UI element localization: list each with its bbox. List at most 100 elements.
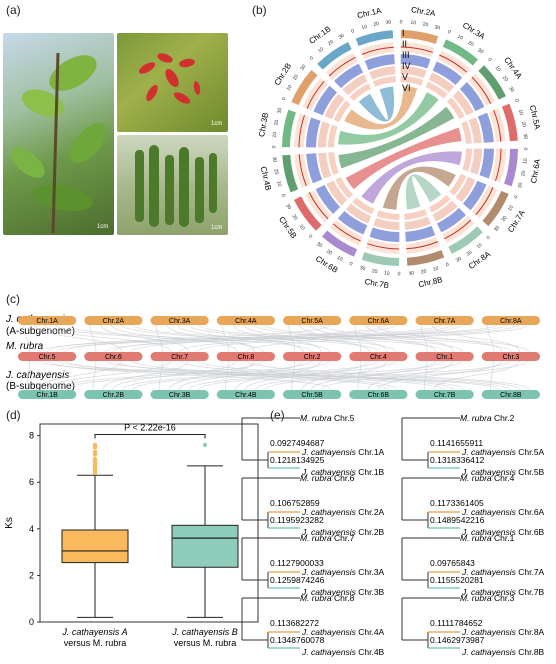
tree-tip-b: J. cathayensis Chr.4B: [301, 647, 385, 657]
x-category-label: J. cathayensis B: [171, 627, 238, 637]
chromosome-bar-bottom: [283, 390, 342, 399]
chromosome-bar-bottom: [481, 390, 540, 399]
tree-tip-b: J. cathayensis Chr.8B: [461, 647, 545, 657]
chromosome-bar-label: Chr.8B: [500, 392, 522, 399]
tree-reference-label: M. rubra Chr.3: [460, 593, 515, 603]
tick-label: 30: [338, 33, 346, 41]
synteny-link: [158, 359, 163, 391]
synteny-link: [301, 359, 388, 391]
chromosome-label: Chr.4B: [259, 166, 273, 192]
tick-label: 10: [475, 242, 483, 250]
chromosome-bar-label: Chr.4: [370, 354, 387, 361]
chromosome-bar-top: [283, 316, 342, 325]
synteny-ribbon: [405, 174, 442, 210]
tick-label: 0: [399, 19, 403, 25]
gc-line: [367, 243, 400, 250]
chromosome-bar-mid: [18, 352, 77, 361]
synteny-link: [130, 323, 454, 353]
synteny-link: [46, 359, 172, 391]
tick-label: 0: [513, 99, 520, 103]
chromosome-bar-top: [18, 316, 77, 325]
tree-distance-a: 0.1111784652: [430, 618, 483, 628]
chromosome-band: [442, 39, 479, 66]
gc-line: [308, 192, 329, 220]
chromosome-band: [317, 42, 352, 70]
synteny-link: [298, 323, 388, 353]
plot-frame: [39, 423, 259, 623]
chromosome-bar-mid: [216, 352, 275, 361]
tick-label: 0: [281, 96, 288, 102]
tick-label: 30: [455, 256, 463, 264]
chromosome-bar-bottom: [84, 390, 143, 399]
gc-track: [302, 77, 329, 111]
tick-label: 20: [501, 215, 509, 223]
synteny-ribbon: [338, 106, 455, 169]
gc-line: [298, 154, 307, 187]
tick-label: 20: [467, 40, 475, 48]
tick-label: 10: [336, 255, 344, 263]
chromosome-bar-top: [216, 316, 275, 325]
tick-label: 10: [410, 20, 417, 27]
tick-label: 20: [422, 21, 429, 28]
chromosome-band: [406, 249, 445, 266]
gene-density-track: [459, 82, 485, 112]
chromosome-bar-top: [349, 316, 408, 325]
te-track: [425, 81, 448, 99]
tick-label: 10: [275, 180, 282, 187]
y-axis-label: Ks: [4, 517, 15, 529]
gc-line: [361, 46, 394, 55]
chromosome-bar-label: Chr.8: [238, 354, 255, 361]
chromosome-bar-label: Chr.5A: [301, 318, 323, 325]
repeat-track: [318, 121, 331, 148]
ring-numeral: III: [402, 50, 410, 60]
tick-label: 0: [486, 57, 493, 63]
synteny-link: [37, 323, 443, 353]
chromosome-band: [504, 148, 518, 187]
chromosome-bar-bottom: [349, 390, 408, 399]
tick-label: 0: [351, 28, 355, 35]
synteny-plot: J. cathayensis (A-subgenome) M. rubra J.…: [5, 314, 540, 399]
box: [171, 524, 239, 568]
ring-numeral: I: [402, 28, 405, 38]
chromosome-band: [294, 196, 322, 231]
tick-label: 20: [520, 121, 527, 128]
synteny-link: [37, 359, 445, 391]
gc-line: [298, 115, 305, 148]
gene-density-track: [405, 225, 436, 242]
chromosome-bar-label: Chr.7A: [434, 318, 456, 325]
gc-track: [304, 190, 332, 223]
tree-reference-label: M. rubra Chr.6: [300, 473, 355, 483]
chromosome-band: [282, 154, 299, 193]
chromosome-bar-top: [481, 316, 540, 325]
te-track: [429, 195, 451, 213]
te-track: [328, 152, 339, 176]
synteny-link: [433, 359, 521, 391]
ring-numeral: VI: [402, 83, 411, 93]
chromosome-bar-label: Chr.3A: [169, 318, 191, 325]
tree-tip-a: J. cathayensis Chr.2A: [301, 507, 385, 517]
tree-tip-a: J. cathayensis Chr.4A: [301, 627, 385, 637]
tick-label: 30: [299, 63, 307, 71]
y-tick-label: 2: [29, 570, 34, 580]
ring-numeral: IV: [402, 61, 411, 71]
tick-label: 30: [434, 25, 441, 32]
synteny-link: [89, 323, 97, 353]
tick-label: 0: [486, 235, 492, 242]
repeat-track: [400, 66, 427, 79]
repeat-track: [345, 203, 372, 224]
chromosome-label: Chr.3A: [461, 21, 487, 42]
repeat-track: [326, 180, 348, 206]
tick-label: 30: [271, 156, 278, 163]
tree-tip-a: J. cathayensis Chr.5A: [461, 447, 545, 457]
gc-track: [442, 216, 475, 244]
gc-track: [294, 113, 310, 148]
chromosome-band: [448, 226, 483, 254]
synteny-link: [110, 323, 238, 353]
repeat-track: [373, 217, 400, 230]
tick-label: 0: [397, 271, 401, 277]
gc-track: [294, 153, 312, 188]
synteny-link: [104, 359, 511, 391]
tick-label: 30: [315, 241, 323, 249]
tree-tip-b: J. cathayensis Chr.1B: [301, 467, 385, 477]
chromosome-bar-mid: [349, 352, 408, 361]
